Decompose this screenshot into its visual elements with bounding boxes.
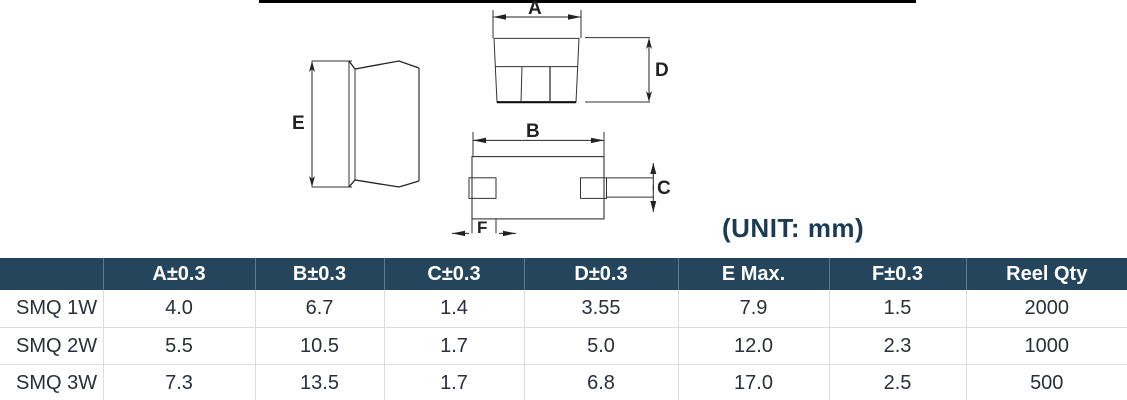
svg-text:E: E xyxy=(292,113,305,134)
svg-text:F: F xyxy=(477,218,487,237)
svg-text:C: C xyxy=(657,178,671,199)
svg-text:A: A xyxy=(528,0,542,19)
svg-text:D: D xyxy=(655,60,669,81)
svg-text:B: B xyxy=(526,121,540,142)
